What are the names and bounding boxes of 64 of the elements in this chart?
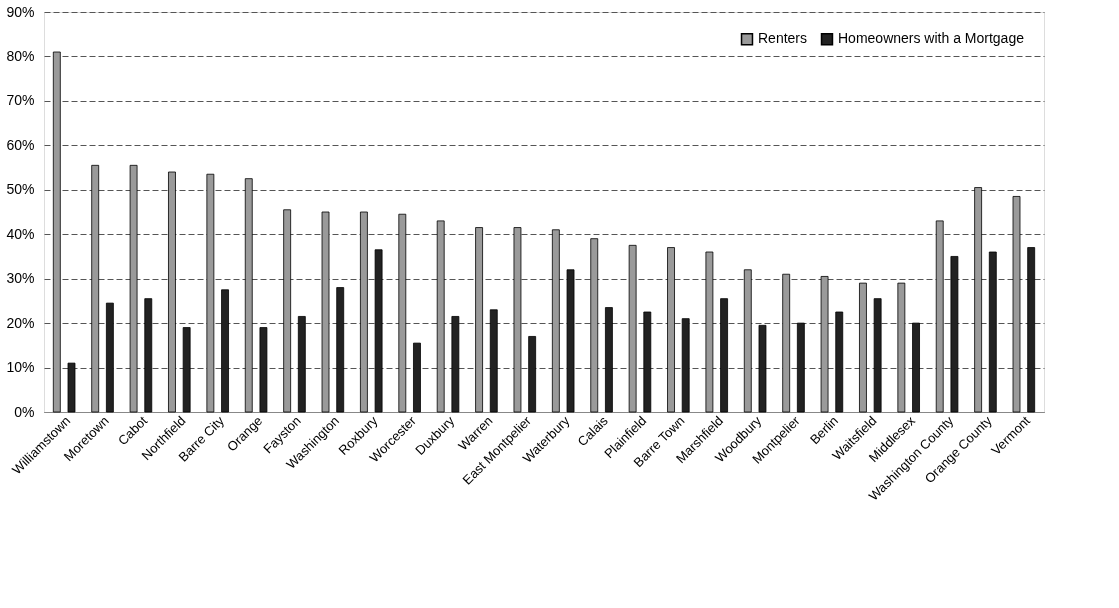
bar bbox=[873, 298, 882, 413]
y-tick-label: 40% bbox=[6, 225, 35, 242]
bar bbox=[643, 311, 652, 413]
bar bbox=[528, 336, 537, 413]
bar bbox=[91, 164, 100, 413]
bar bbox=[897, 282, 906, 413]
bar bbox=[489, 309, 498, 413]
bar bbox=[182, 327, 191, 413]
bar bbox=[67, 362, 76, 413]
bar bbox=[859, 282, 867, 413]
y-tick-label: 30% bbox=[6, 270, 35, 287]
bar bbox=[129, 164, 138, 413]
bar bbox=[758, 324, 767, 413]
bar bbox=[1012, 196, 1021, 413]
y-tick-label: 10% bbox=[6, 359, 35, 376]
bar bbox=[52, 51, 61, 413]
bar bbox=[374, 249, 383, 413]
bar bbox=[360, 211, 368, 413]
bar bbox=[105, 302, 114, 413]
bar bbox=[935, 220, 944, 413]
bar bbox=[398, 213, 407, 413]
bar bbox=[835, 311, 844, 413]
y-tick-label: 0% bbox=[14, 403, 35, 420]
y-tick-label: 50% bbox=[6, 181, 35, 198]
bar bbox=[796, 322, 805, 413]
y-tick-label: 90% bbox=[6, 3, 35, 20]
y-tick-label: 80% bbox=[6, 47, 35, 64]
bar bbox=[297, 316, 306, 413]
bar bbox=[988, 251, 997, 413]
bar bbox=[705, 251, 714, 413]
bar bbox=[221, 289, 229, 413]
bar bbox=[475, 227, 483, 413]
bar bbox=[259, 327, 268, 413]
bar bbox=[413, 342, 421, 413]
bar bbox=[974, 187, 983, 413]
bar bbox=[336, 287, 345, 413]
y-tick-label: 60% bbox=[6, 136, 35, 153]
legend-label: Renters bbox=[758, 30, 808, 47]
bar bbox=[206, 173, 215, 413]
bar bbox=[321, 211, 330, 413]
bar bbox=[590, 238, 599, 413]
bar bbox=[950, 256, 959, 413]
bar bbox=[168, 171, 176, 413]
bar bbox=[451, 316, 460, 413]
bar bbox=[551, 229, 560, 413]
bar bbox=[782, 273, 791, 413]
bar bbox=[820, 276, 829, 413]
bar bbox=[667, 247, 675, 413]
bar bbox=[605, 307, 613, 413]
bar bbox=[1027, 247, 1036, 413]
bar bbox=[743, 269, 752, 413]
bar bbox=[244, 178, 253, 413]
bar bbox=[513, 227, 522, 413]
bar bbox=[283, 209, 292, 413]
bar bbox=[720, 298, 728, 413]
y-tick-label: 70% bbox=[6, 92, 35, 109]
legend-label: Homeowners with a Mortgage bbox=[838, 30, 1025, 47]
bar bbox=[144, 298, 153, 413]
bar bbox=[912, 322, 920, 413]
y-tick-label: 20% bbox=[6, 314, 35, 331]
bar bbox=[566, 269, 575, 413]
bar bbox=[628, 244, 637, 413]
bar bbox=[436, 220, 445, 413]
bar bbox=[681, 318, 690, 413]
